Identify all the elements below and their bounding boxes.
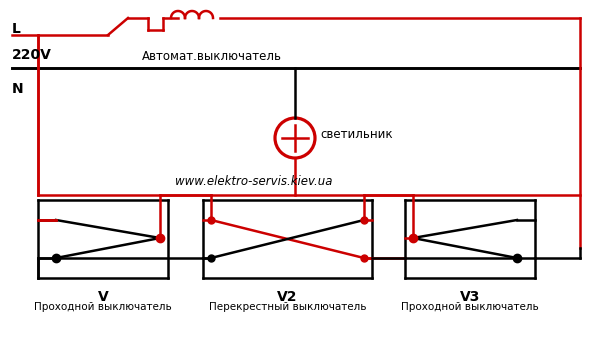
Text: Автомат.выключатель: Автомат.выключатель — [142, 50, 282, 63]
Text: V2: V2 — [277, 290, 298, 304]
Text: светильник: светильник — [320, 127, 392, 140]
Text: 220V: 220V — [12, 48, 52, 62]
Text: Перекрестный выключатель: Перекрестный выключатель — [209, 302, 366, 312]
Text: L: L — [12, 22, 21, 36]
Text: N: N — [12, 82, 23, 96]
Text: Проходной выключатель: Проходной выключатель — [401, 302, 539, 312]
Text: www.elektro-servis.kiev.ua: www.elektro-servis.kiev.ua — [175, 175, 332, 188]
Text: Проходной выключатель: Проходной выключатель — [34, 302, 172, 312]
Text: V: V — [98, 290, 109, 304]
Text: V3: V3 — [460, 290, 480, 304]
